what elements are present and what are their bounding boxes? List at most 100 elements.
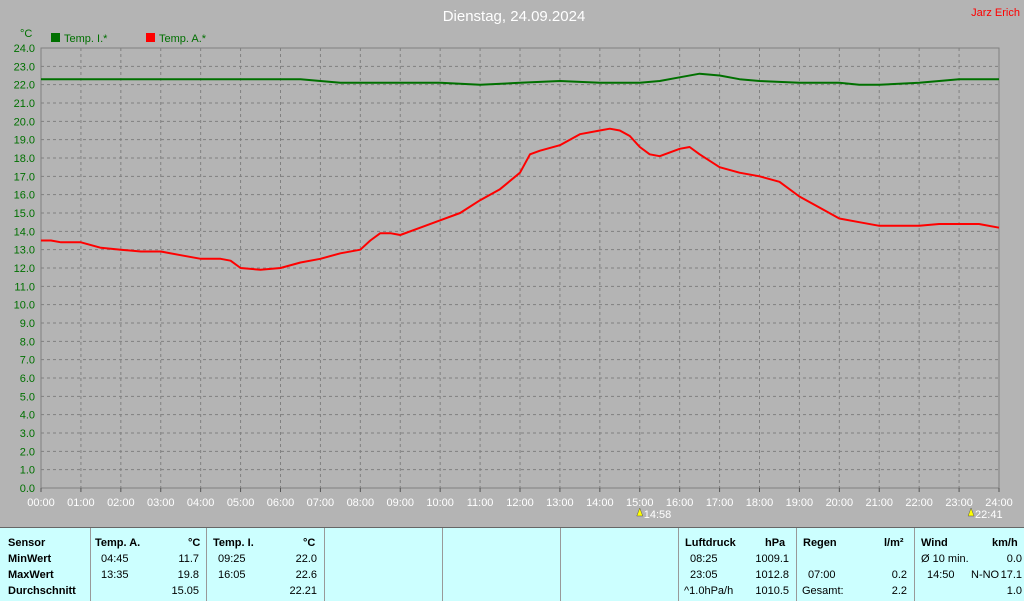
legend-label-temp-a: Temp. A.* <box>159 33 207 45</box>
sensor-max-label: MaxWert <box>8 569 54 581</box>
regen-total-val: 2.2 <box>891 585 907 597</box>
x-tick-label: 10:00 <box>426 497 454 509</box>
wind-avg10-val: 0.0 <box>1006 553 1022 565</box>
y-unit-label: °C <box>20 28 32 40</box>
y-tick-label: 20.0 <box>14 116 35 128</box>
x-tick-label: 01:00 <box>67 497 95 509</box>
wind-max-time: 14:50 <box>927 569 955 581</box>
x-axis: 00:00 01:00 02:00 03:00 04:00 05:00 06:00 07:00… <box>27 488 1013 509</box>
x-tick-label: 13:00 <box>546 497 574 509</box>
y-tick-label: 24.0 <box>14 43 35 55</box>
x-tick-label: 09:00 <box>386 497 414 509</box>
y-tick-label: 18.0 <box>14 153 35 165</box>
legend-swatch-temp-i <box>51 33 60 42</box>
x-tick-label: 17:00 <box>706 497 734 509</box>
temp-i-max-time: 16:05 <box>218 569 246 581</box>
x-tick-label: 14:00 <box>586 497 614 509</box>
annotation-label: 22:41 <box>975 509 1003 521</box>
y-tick-label: 16.0 <box>14 190 35 202</box>
y-tick-label: 21.0 <box>14 98 35 110</box>
temp-a-unit: °C <box>188 537 201 549</box>
legend-swatch-temp-a <box>146 33 155 42</box>
x-tick-label: 16:00 <box>666 497 694 509</box>
y-tick-label: 1.0 <box>20 465 35 477</box>
x-tick-label: 08:00 <box>347 497 375 509</box>
temp-a-min-time: 04:45 <box>101 553 129 565</box>
y-tick-label: 23.0 <box>14 61 35 73</box>
y-tick-label: 7.0 <box>20 355 35 367</box>
x-tick-label: 19:00 <box>786 497 814 509</box>
temp-a-max-time: 13:35 <box>101 569 129 581</box>
y-tick-label: 10.0 <box>14 300 35 312</box>
series-group <box>41 72 1000 271</box>
y-tick-label: 14.0 <box>14 226 35 238</box>
y-tick-label: 0.0 <box>20 483 35 495</box>
x-tick-label: 04:00 <box>187 497 215 509</box>
regen-header: Regen <box>803 537 837 549</box>
chart-title: Dienstag, 24.09.2024 <box>443 8 586 25</box>
y-tick-label: 9.0 <box>20 318 35 330</box>
series-line-temp-a <box>41 127 1000 271</box>
temp-i-unit: °C <box>303 537 316 549</box>
x-tick-label: 21:00 <box>865 497 893 509</box>
temp-i-header: Temp. I. <box>213 537 254 549</box>
y-tick-label: 13.0 <box>14 245 35 257</box>
wind-avg10-label: Ø 10 min. <box>921 553 969 565</box>
x-tick-label: 24:00 <box>985 497 1013 509</box>
y-tick-label: 22.0 <box>14 80 35 92</box>
wind-unit: km/h <box>992 537 1018 549</box>
y-tick-label: 11.0 <box>14 281 35 293</box>
luft-min-val: 1009.1 <box>755 553 789 565</box>
y-axis: 0.0 1.0 2.0 3.0 4.0 5.0 6.0 7.0 8.0 9.0 10.0 11.0 12… <box>14 43 35 495</box>
luft-min-time: 08:25 <box>690 553 718 565</box>
wind-avg-val: 1.0 <box>1006 585 1022 597</box>
series-line-temp-i <box>41 72 999 86</box>
regen-unit: l/m² <box>884 537 904 549</box>
wind-max-dir: N-NO <box>971 569 1000 581</box>
temp-i-avg-val: 22.21 <box>289 585 317 597</box>
annotations: 14:58 22:41 <box>636 507 1003 521</box>
regen-max-time: 07:00 <box>808 569 836 581</box>
y-tick-label: 17.0 <box>14 171 35 183</box>
x-tick-label: 15:00 <box>626 497 654 509</box>
x-tick-label: 12:00 <box>506 497 534 509</box>
temperature-chart: Dienstag, 24.09.2024 Jarz Erich °C Temp.… <box>13 7 1020 521</box>
x-tick-label: 06:00 <box>267 497 295 509</box>
y-tick-label: 5.0 <box>20 391 35 403</box>
x-tick-label: 00:00 <box>27 497 55 509</box>
temp-i-min-time: 09:25 <box>218 553 246 565</box>
sensor-avg-label: Durchschnitt <box>8 585 76 597</box>
temp-a-avg-val: 15.05 <box>171 585 199 597</box>
y-tick-label: 12.0 <box>14 263 35 275</box>
x-tick-label: 07:00 <box>307 497 335 509</box>
regen-max-val: 0.2 <box>891 569 907 581</box>
regen-total-label: Gesamt: <box>802 585 844 597</box>
temp-i-max-val: 22.6 <box>295 569 317 581</box>
y-tick-label: 15.0 <box>14 208 35 220</box>
x-tick-label: 18:00 <box>746 497 774 509</box>
y-tick-label: 8.0 <box>20 336 35 348</box>
luft-max-val: 1012.8 <box>755 569 789 581</box>
sunset-icon-shape <box>967 507 975 517</box>
wind-max-val: 17.1 <box>1000 569 1022 581</box>
x-tick-label: 11:00 <box>467 497 494 509</box>
y-tick-label: 6.0 <box>20 373 35 385</box>
grid <box>40 47 1000 489</box>
y-tick-label: 4.0 <box>20 410 35 422</box>
author-label: Jarz Erich <box>971 7 1020 19</box>
sensor-min-label: MinWert <box>8 553 52 565</box>
x-tick-label: 20:00 <box>826 497 854 509</box>
wind-header: Wind <box>921 537 948 549</box>
x-tick-label: 02:00 <box>107 497 135 509</box>
temp-i-min-val: 22.0 <box>295 553 317 565</box>
temp-a-header: Temp. A. <box>95 537 141 549</box>
annotation-label: 14:58 <box>644 509 672 521</box>
y-tick-label: 3.0 <box>20 428 35 440</box>
y-tick-label: 19.0 <box>14 135 35 147</box>
luft-header: Luftdruck <box>685 537 736 549</box>
luft-avg-val: 1010.5 <box>755 585 789 597</box>
stats-table: Sensor MinWert MaxWert Durchschnitt Temp… <box>0 527 1024 601</box>
sensor-header: Sensor <box>8 537 46 549</box>
sunrise-icon-shape <box>636 507 644 517</box>
temp-a-max-val: 19.8 <box>177 569 199 581</box>
